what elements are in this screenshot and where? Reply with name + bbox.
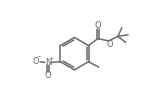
Text: N: N — [45, 58, 51, 67]
Text: O: O — [106, 40, 113, 49]
Text: O: O — [33, 57, 40, 66]
Text: O: O — [45, 71, 51, 80]
Text: +: + — [48, 56, 54, 61]
Text: O: O — [94, 21, 101, 30]
Text: -: - — [38, 53, 41, 62]
